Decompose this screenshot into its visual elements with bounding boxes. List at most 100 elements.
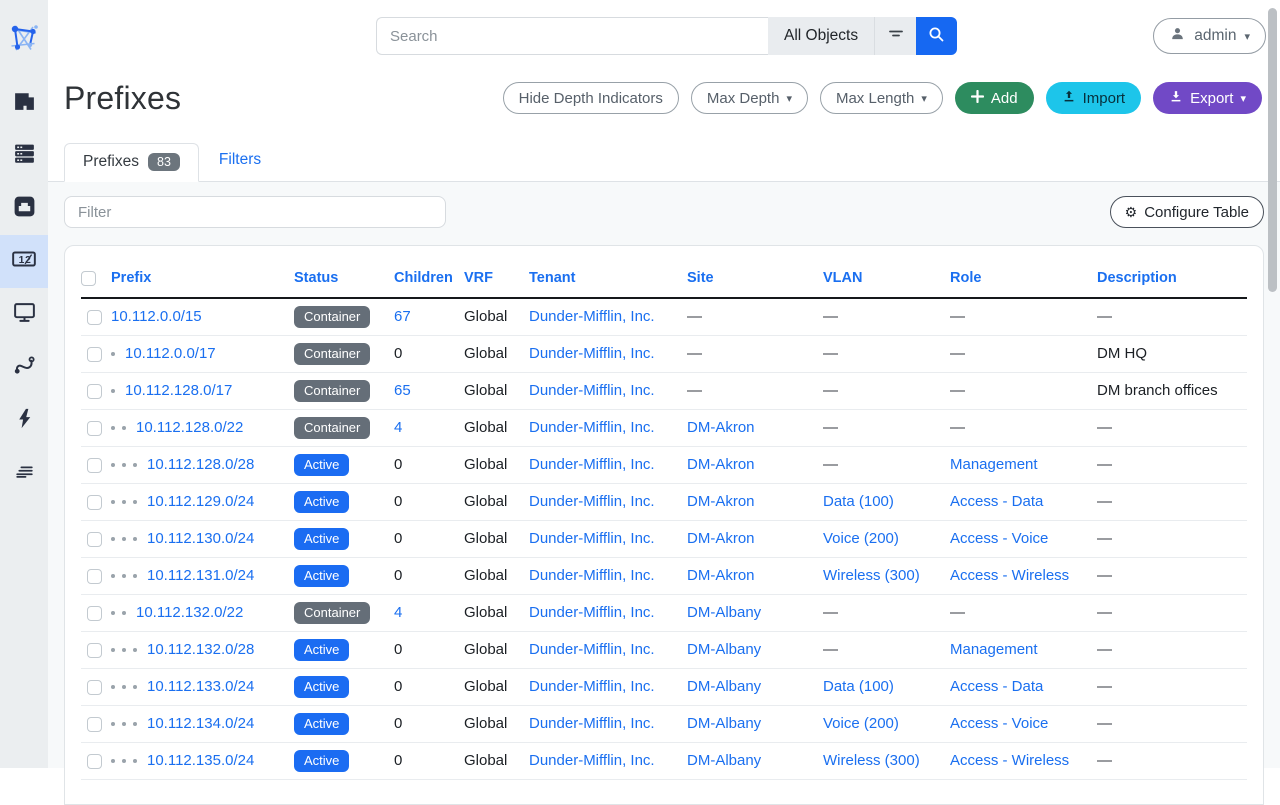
children-count-link[interactable]: 65 [394,382,411,399]
role-link[interactable]: Access - Voice [950,530,1049,547]
vlan-link[interactable]: Data (100) [823,493,894,510]
row-checkbox[interactable] [87,679,102,695]
row-checkbox[interactable] [87,494,102,510]
column-header-description[interactable]: Description [1097,270,1177,286]
prefix-link[interactable]: 10.112.132.0/22 [136,604,244,621]
tenant-link[interactable]: Dunder-Mifflin, Inc. [529,715,655,732]
sidebar-item-counter[interactable]: 12 [0,235,48,288]
tenant-link[interactable]: Dunder-Mifflin, Inc. [529,752,655,769]
row-checkbox[interactable] [87,531,102,547]
row-checkbox[interactable] [87,457,102,473]
role-link[interactable]: Management [950,641,1038,658]
tab-prefixes[interactable]: Prefixes 83 [64,143,199,182]
children-count-link[interactable]: 4 [394,604,403,621]
tenant-link[interactable]: Dunder-Mifflin, Inc. [529,456,655,473]
site-link[interactable]: DM-Albany [687,678,762,695]
row-checkbox[interactable] [87,420,102,436]
prefix-link[interactable]: 10.112.132.0/28 [147,641,255,658]
add-button[interactable]: Add [954,82,1034,114]
tenant-link[interactable]: Dunder-Mifflin, Inc. [529,678,655,695]
row-checkbox[interactable] [87,605,102,621]
sidebar-item-route-cable[interactable] [0,341,48,394]
site-link[interactable]: DM-Akron [687,456,755,473]
select-all-checkbox[interactable] [81,270,96,286]
tenant-link[interactable]: Dunder-Mifflin, Inc. [529,604,655,621]
column-header-vrf[interactable]: VRF [464,270,493,286]
vlan-link[interactable]: Wireless (300) [823,752,920,769]
search-submit-button[interactable] [916,17,958,55]
column-header-status[interactable]: Status [294,270,339,286]
user-menu-button[interactable]: admin ▾ [1153,18,1266,54]
prefix-link[interactable]: 10.112.135.0/24 [147,752,255,769]
export-dropdown[interactable]: Export ▾ [1153,82,1262,114]
prefix-link[interactable]: 10.112.130.0/24 [147,530,255,547]
max-length-dropdown[interactable]: Max Length ▾ [819,82,943,114]
vlan-link[interactable]: Voice (200) [823,715,899,732]
site-link[interactable]: DM-Akron [687,493,755,510]
object-type-dropdown[interactable]: All Objects [768,17,875,55]
prefix-link[interactable]: 10.112.0.0/15 [111,308,202,326]
site-link[interactable]: DM-Albany [687,752,762,769]
role-link[interactable]: Access - Wireless [950,567,1070,584]
column-header-vlan[interactable]: VLAN [823,270,863,286]
sidebar-item-ethernet-port[interactable] [0,182,48,235]
search-input[interactable] [376,17,768,55]
column-header-children[interactable]: Children [394,270,453,286]
configure-table-button[interactable]: ⚙ Configure Table [1109,196,1264,228]
role-link[interactable]: Access - Voice [950,715,1049,732]
row-checkbox[interactable] [87,383,102,399]
row-checkbox[interactable] [87,309,102,325]
row-checkbox[interactable] [87,753,102,769]
prefix-link[interactable]: 10.112.129.0/24 [147,493,255,510]
site-link[interactable]: DM-Akron [687,567,755,584]
tenant-link[interactable]: Dunder-Mifflin, Inc. [529,308,655,326]
site-link[interactable]: DM-Akron [687,419,755,436]
sidebar-item-monitor[interactable] [0,288,48,341]
site-link[interactable]: DM-Akron [687,530,755,547]
row-checkbox[interactable] [87,716,102,732]
column-header-tenant[interactable]: Tenant [529,270,576,286]
prefix-link[interactable]: 10.112.128.0/22 [136,419,244,436]
max-depth-dropdown[interactable]: Max Depth ▾ [690,82,808,114]
sidebar-item-server-stack[interactable] [0,129,48,182]
prefix-link[interactable]: 10.112.134.0/24 [147,715,255,732]
netbox-logo[interactable] [9,0,39,76]
prefix-link[interactable]: 10.112.128.0/17 [125,382,233,399]
prefix-link[interactable]: 10.112.131.0/24 [147,567,255,584]
site-link[interactable]: DM-Albany [687,604,762,621]
search-filter-button[interactable] [874,17,917,55]
role-link[interactable]: Access - Data [950,678,1044,695]
tenant-link[interactable]: Dunder-Mifflin, Inc. [529,345,655,362]
role-link[interactable]: Access - Wireless [950,752,1070,769]
tenant-link[interactable]: Dunder-Mifflin, Inc. [529,641,655,658]
row-checkbox[interactable] [87,568,102,584]
vertical-scrollbar[interactable] [1268,8,1277,292]
column-header-role[interactable]: Role [950,270,982,286]
tenant-link[interactable]: Dunder-Mifflin, Inc. [529,567,655,584]
row-checkbox[interactable] [87,642,102,658]
children-count-link[interactable]: 67 [394,308,411,326]
hide-depth-indicators-button[interactable]: Hide Depth Indicators [502,82,679,114]
tenant-link[interactable]: Dunder-Mifflin, Inc. [529,493,655,510]
prefix-link[interactable]: 10.112.0.0/17 [125,345,216,362]
tenant-link[interactable]: Dunder-Mifflin, Inc. [529,382,655,399]
role-link[interactable]: Management [950,456,1038,473]
column-header-site[interactable]: Site [687,270,714,286]
site-link[interactable]: DM-Albany [687,641,762,658]
import-button[interactable]: Import [1045,82,1142,114]
row-checkbox[interactable] [87,346,102,362]
tab-filters[interactable]: Filters [199,142,281,181]
role-link[interactable]: Access - Data [950,493,1044,510]
vlan-link[interactable]: Wireless (300) [823,567,920,584]
vlan-link[interactable]: Data (100) [823,678,894,695]
sidebar-item-stacked-lines[interactable] [0,447,48,500]
prefix-link[interactable]: 10.112.133.0/24 [147,678,255,695]
sidebar-item-lightning-bolt[interactable] [0,394,48,447]
children-count-link[interactable]: 4 [394,419,403,436]
vlan-link[interactable]: Voice (200) [823,530,899,547]
prefix-link[interactable]: 10.112.128.0/28 [147,456,255,473]
column-header-prefix[interactable]: Prefix [111,270,152,286]
tenant-link[interactable]: Dunder-Mifflin, Inc. [529,530,655,547]
site-link[interactable]: DM-Albany [687,715,762,732]
quick-filter-input[interactable] [64,196,446,228]
